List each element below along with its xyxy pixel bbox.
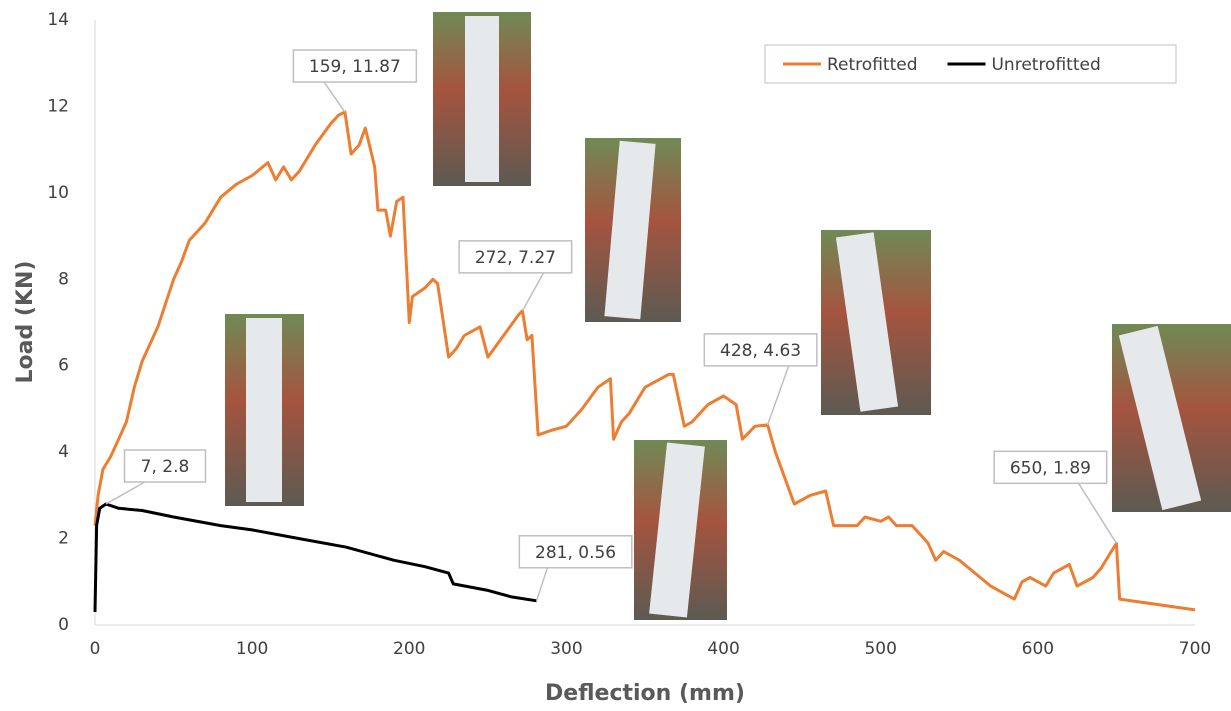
x-tick-label: 400: [707, 639, 739, 659]
legend-label: Unretrofitted: [991, 55, 1100, 75]
x-tick-label: 0: [90, 639, 101, 659]
callout-label: 159, 11.87: [309, 57, 401, 77]
x-axis-title: Deflection (mm): [545, 681, 745, 706]
photo-column: [465, 16, 499, 182]
x-tick-label: 700: [1179, 639, 1211, 659]
chart: Deflection (mm) Load (KN) 0 2 4 6 8 10 12 14 0 10…: [0, 0, 1231, 711]
y-tick-label: 8: [58, 269, 69, 289]
y-tick-label: 10: [47, 183, 69, 203]
y-tick-label: 2: [58, 529, 69, 549]
y-tick-label: 6: [58, 356, 69, 376]
x-tick-label: 600: [1022, 639, 1054, 659]
photo-column: [246, 318, 282, 502]
callout-leader: [768, 366, 789, 425]
legend-label: Retrofitted: [827, 55, 917, 75]
y-tick-label: 0: [58, 615, 69, 635]
x-tick-label: 200: [393, 639, 425, 659]
photos: [225, 12, 1231, 620]
y-tick-label: 4: [58, 442, 69, 462]
y-tick-label: 14: [47, 10, 69, 30]
y-axis-title: Load (KN): [13, 261, 38, 384]
callout-label: 650, 1.89: [1010, 458, 1091, 478]
callout-leader: [1079, 483, 1117, 543]
callout-leader: [106, 482, 145, 504]
y-tick-label: 12: [47, 96, 69, 116]
x-tick-label: 500: [864, 639, 896, 659]
x-tick-label: 100: [236, 639, 268, 659]
callout-leader: [537, 568, 548, 601]
callout-leader: [522, 273, 543, 311]
callout-leader: [324, 82, 345, 112]
x-tick-label: 300: [550, 639, 582, 659]
callout-label: 428, 4.63: [720, 341, 801, 361]
callout-label: 281, 0.56: [535, 543, 616, 563]
page: {"chart_data": {"type": "line", "x_label…: [0, 0, 1231, 711]
callout-label: 7, 2.8: [141, 457, 190, 477]
callout-label: 272, 7.27: [475, 248, 556, 268]
line: [95, 504, 537, 612]
